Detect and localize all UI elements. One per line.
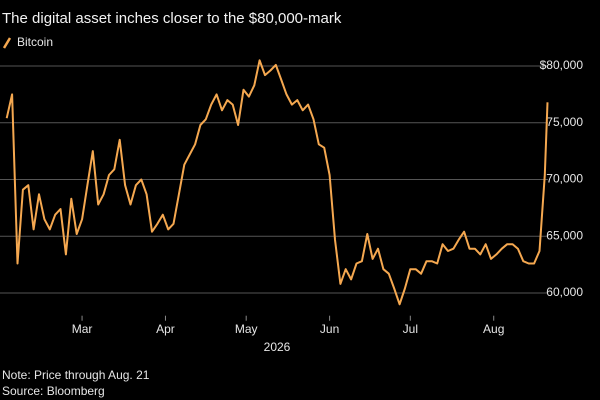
x-tick-label: Apr [156, 322, 175, 336]
note: Note: Price through Aug. 21 [2, 368, 150, 382]
y-tick-label: 65,000 [546, 228, 583, 242]
x-tick-label: Aug [483, 322, 504, 336]
y-tick-label: 60,000 [546, 285, 583, 299]
y-tick-label: 70,000 [546, 172, 583, 186]
y-tick-label: 75,000 [546, 115, 583, 129]
legend-swatch [2, 37, 12, 49]
chart-subtitle: The digital asset inches closer to the $… [2, 10, 342, 27]
x-tick-label: Mar [72, 322, 93, 336]
y-tick-label: $80,000 [540, 58, 584, 72]
source: Source: Bloomberg [2, 384, 105, 398]
x-axis-label: 2026 [264, 340, 291, 354]
legend-label: Bitcoin [17, 35, 53, 49]
series-line [5, 59, 549, 306]
x-tick-label: Jul [403, 322, 418, 336]
x-tick-label: May [235, 322, 258, 336]
x-tick-label: Jun [320, 322, 339, 336]
